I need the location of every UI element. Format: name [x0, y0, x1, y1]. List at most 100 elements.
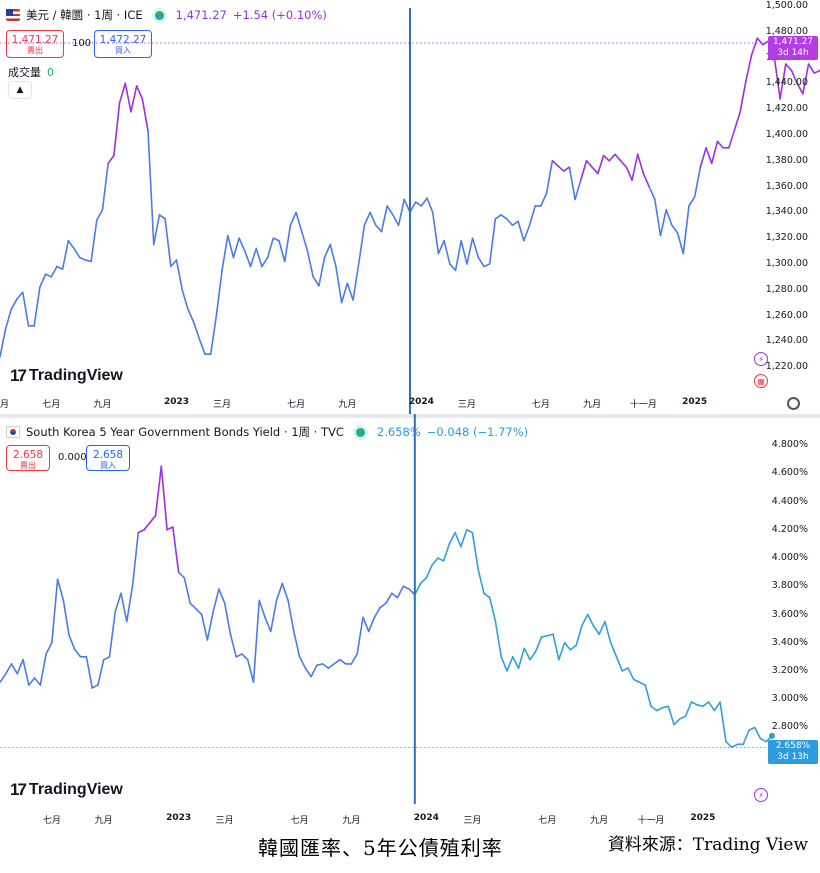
- data-point: [34, 677, 35, 678]
- data-point: [472, 238, 473, 239]
- chevron-up-icon[interactable]: ▲: [8, 81, 32, 99]
- y-tick-label: 1,380.00: [765, 154, 808, 166]
- line-segment: [22, 658, 30, 686]
- line-segment: [289, 211, 297, 227]
- line-segment: [449, 263, 457, 272]
- data-point: [56, 266, 57, 267]
- line-segment: [357, 224, 366, 265]
- data-point: [34, 325, 35, 326]
- sell-button[interactable]: 1,471.27 賣出: [6, 30, 64, 58]
- y-tick-label: 1,420.00: [765, 103, 808, 115]
- line-segment: [483, 592, 491, 599]
- data-point: [68, 240, 69, 241]
- line-segment: [192, 321, 201, 340]
- data-point: [570, 649, 571, 650]
- data-point: [290, 225, 291, 226]
- line-segment: [4, 663, 13, 675]
- line-segment: [84, 259, 92, 263]
- calendar-icon[interactable]: ▦: [754, 374, 768, 388]
- data-point: [311, 676, 312, 677]
- bottom-tag-time: 3d 13h: [777, 752, 809, 763]
- data-point: [688, 205, 689, 206]
- line-segment: [642, 172, 650, 188]
- line-segment: [557, 165, 565, 172]
- kr-5y-bond-chart-panel[interactable]: South Korea 5 Year Government Bonds Yiel…: [0, 414, 820, 828]
- y-tick-label: 3.800%: [771, 580, 808, 592]
- top-tag-value: 1,471.27: [772, 37, 814, 48]
- data-point: [660, 235, 661, 236]
- line-segment: [466, 237, 474, 265]
- line-segment: [4, 308, 13, 330]
- line-segment: [198, 337, 206, 356]
- data-point: [495, 621, 496, 622]
- data-point: [172, 526, 173, 527]
- data-point: [119, 102, 120, 103]
- line-segment: [278, 239, 286, 263]
- x-tick-label: 2023: [163, 397, 190, 407]
- data-point: [691, 701, 692, 702]
- data-point: [22, 292, 23, 293]
- line-segment: [602, 154, 611, 162]
- data-point: [552, 160, 553, 161]
- tradingview-logo: 17 TradingView: [10, 780, 123, 800]
- line-segment: [229, 633, 238, 658]
- buy-button[interactable]: 1,472.27 買入: [94, 30, 152, 58]
- line-segment: [50, 265, 58, 278]
- lightning-icon[interactable]: ⚡: [754, 788, 768, 802]
- data-point: [694, 196, 695, 197]
- line-segment: [638, 681, 647, 686]
- buy-button[interactable]: 2.658 買入: [86, 445, 130, 471]
- data-point: [28, 325, 29, 326]
- data-point: [391, 593, 392, 594]
- data-point: [62, 268, 63, 269]
- panel-divider[interactable]: [0, 414, 820, 418]
- data-point: [267, 257, 268, 258]
- line-segment: [597, 154, 605, 175]
- x-tick-label: 九月: [94, 816, 113, 826]
- last-point-marker: [769, 732, 775, 739]
- volume-indicator[interactable]: 成交量 0: [8, 64, 54, 80]
- line-segment: [506, 656, 514, 672]
- line-segment: [275, 582, 284, 602]
- data-point: [341, 302, 342, 303]
- top-symbol-title[interactable]: 美元 / 韓圜 · 1周 · ICE: [26, 8, 143, 22]
- x-tick-label: 九月: [590, 816, 609, 826]
- volume-value: 0: [47, 66, 54, 79]
- bottom-change: −0.048 (−1.77%): [426, 425, 529, 439]
- data-point: [385, 603, 386, 604]
- data-point: [57, 579, 58, 580]
- line-segment: [363, 211, 371, 227]
- lightning-icon[interactable]: ⚡: [754, 352, 768, 366]
- line-segment: [625, 166, 633, 181]
- line-segment: [16, 658, 24, 675]
- data-point: [814, 72, 815, 73]
- line-segment: [650, 705, 658, 712]
- data-point: [489, 263, 490, 264]
- line-segment: [661, 705, 670, 709]
- line-segment: [0, 672, 7, 684]
- data-point: [614, 154, 615, 155]
- data-point: [603, 155, 604, 156]
- line-segment: [300, 230, 309, 252]
- data-point: [645, 684, 646, 685]
- data-point: [671, 225, 672, 226]
- data-point: [616, 656, 617, 657]
- data-point: [230, 634, 231, 635]
- bottom-symbol-title[interactable]: South Korea 5 Year Government Bonds Yiel…: [26, 425, 344, 439]
- x-tick-label: 三月: [463, 816, 482, 826]
- data-point: [495, 218, 496, 219]
- line-segment: [676, 232, 685, 255]
- y-tick-label: 1,500.00: [765, 0, 808, 11]
- line-segment: [813, 69, 820, 74]
- line-segment: [281, 582, 289, 602]
- usd-krw-chart-panel[interactable]: 美元 / 韓圜 · 1周 · ICE 1,471.27 +1.54 (+0.10…: [0, 0, 820, 414]
- data-point: [287, 600, 288, 601]
- settings-gear-icon[interactable]: [787, 397, 800, 410]
- line-segment: [636, 153, 645, 175]
- line-segment: [90, 219, 98, 263]
- sell-button[interactable]: 2.658 賣出: [6, 445, 50, 471]
- data-point: [387, 205, 388, 206]
- line-segment: [362, 616, 370, 633]
- line-segment: [725, 740, 733, 748]
- line-segment: [386, 205, 394, 216]
